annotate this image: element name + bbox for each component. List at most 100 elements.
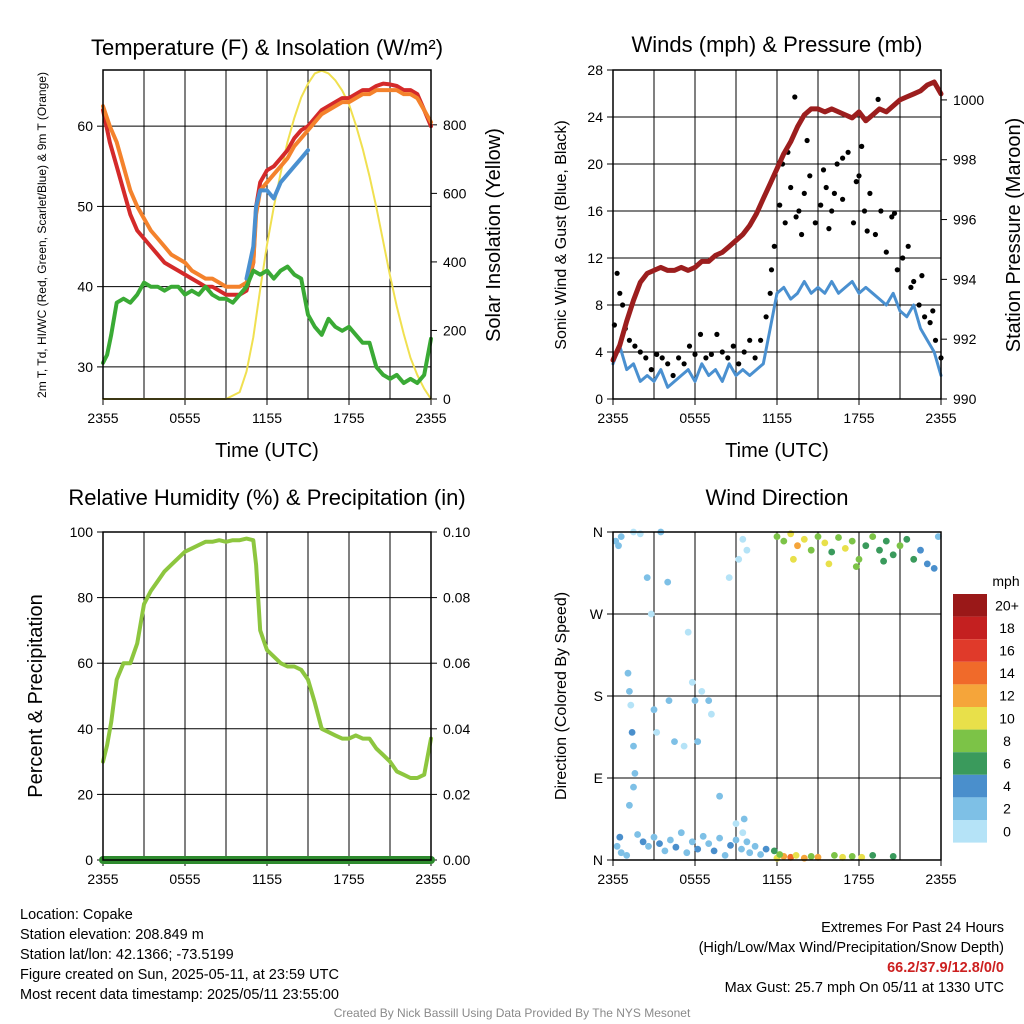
y2-tick-label: 0.08	[443, 590, 470, 606]
gust-point	[719, 349, 725, 355]
gust-point	[823, 184, 829, 191]
gust-point	[840, 196, 846, 202]
wind-direction-point	[626, 688, 633, 695]
gust-point	[708, 351, 715, 357]
y2-tick-label: 0.02	[443, 786, 470, 802]
wind-direction-point	[667, 836, 674, 844]
wind-direction-point	[672, 843, 680, 851]
wind-direction-point	[831, 852, 838, 859]
wind-direction-point	[807, 546, 815, 554]
gust-point	[654, 351, 660, 357]
x-tick-label: 1155	[762, 871, 792, 887]
gust-point	[637, 349, 643, 355]
wind-direction-point	[880, 557, 887, 565]
gust-point	[659, 355, 665, 361]
y-tick-label: 50	[77, 198, 93, 214]
y-tick-label: S	[594, 688, 603, 704]
chart-panel-2: Winds (mph) & Pressure (mb) 0 4 8 12 16 20 24 28…	[553, 32, 1024, 462]
gust-point	[818, 202, 824, 208]
wind-direction-point	[852, 563, 860, 570]
gust-point	[845, 149, 851, 155]
y-axis-label: 2m T, Td, HI/WC (Red, Green, Scarlet/Blu…	[35, 72, 49, 398]
gust-point	[922, 314, 928, 320]
x-axis-label: Time (UTC)	[725, 440, 829, 462]
series-line-station-pressure	[610, 79, 944, 363]
wind-direction-point	[869, 533, 877, 540]
y-tick-label: 80	[77, 590, 93, 606]
wind-direction-point	[903, 535, 911, 543]
x-tick-label: 1155	[762, 410, 792, 426]
x-tick-label: 1755	[843, 871, 874, 887]
wind-direction-point	[862, 542, 870, 550]
wind-direction-point	[643, 574, 651, 581]
gust-point	[840, 155, 846, 161]
gust-point	[883, 249, 889, 255]
gust-point	[801, 190, 807, 196]
colorbar-swatch	[953, 684, 987, 707]
wind-direction-point	[645, 842, 652, 850]
wind-direction-point	[814, 533, 822, 540]
wind-direction-point	[680, 742, 688, 750]
wind-direction-point	[792, 852, 800, 859]
station-elevation: Station elevation: 208.849 m	[20, 927, 204, 943]
gust-point	[905, 243, 911, 249]
gust-point	[793, 214, 799, 220]
series-line-sonic-wind	[611, 280, 943, 389]
wind-direction-point	[773, 533, 781, 540]
y2-tick-label: 0	[443, 391, 451, 407]
gust-point	[763, 314, 769, 320]
colorbar-label: 20+	[995, 597, 1019, 613]
chart-title: Wind Direction	[705, 485, 848, 510]
wind-direction-point	[716, 792, 723, 800]
wind-direction-point	[739, 535, 747, 543]
x-tick-label: 1155	[252, 871, 282, 887]
gust-point	[872, 231, 879, 238]
x-tick-label: 0555	[169, 410, 200, 426]
y-tick-label: 30	[77, 359, 93, 375]
colorbar-swatch	[953, 707, 987, 730]
plot-frame	[102, 531, 432, 861]
wind-direction-point	[855, 555, 863, 563]
gust-point	[643, 355, 649, 361]
y-tick-label: 60	[77, 655, 93, 671]
colorbar-label: 12	[999, 688, 1015, 704]
colorbar-swatch	[953, 820, 987, 843]
x-tick-label: 1755	[333, 410, 364, 426]
x-tick-label: 1755	[843, 410, 874, 426]
y-tick-label: 40	[77, 279, 93, 295]
gust-point	[864, 228, 870, 234]
gust-point	[703, 355, 709, 361]
chart-title: Winds (mph) & Pressure (mb)	[632, 32, 923, 57]
wind-direction-point	[716, 834, 723, 842]
extremes-subtitle: (High/Low/Max Wind/Precipitation/Snow De…	[698, 940, 1004, 956]
wind-direction-point	[694, 845, 702, 853]
y2-axis-label: Solar Insolation (Yellow)	[483, 128, 505, 342]
plot-frame	[612, 69, 942, 400]
gust-point	[850, 220, 857, 226]
y2-tick-label: 600	[443, 185, 467, 201]
gust-point	[617, 290, 623, 296]
y2-tick-label: 800	[443, 117, 467, 133]
y-tick-label: 4	[595, 344, 603, 360]
gust-point	[804, 137, 810, 144]
extremes-title: Extremes For Past 24 Hours	[821, 920, 1004, 936]
wind-direction-point	[839, 853, 846, 861]
x-tick-label: 1755	[333, 871, 364, 887]
gust-point	[758, 337, 764, 343]
gust-point	[796, 208, 802, 214]
y-tick-label: N	[593, 524, 603, 540]
wind-direction-point	[623, 852, 631, 859]
y-axis-label: Sonic Wind & Gust (Blue, Black)	[553, 120, 570, 349]
colorbar-unit: mph	[992, 573, 1019, 589]
station-location: Location: Copake	[20, 907, 133, 923]
y-tick-label: W	[590, 606, 604, 622]
x-tick-label: 2355	[87, 871, 118, 887]
speed-colorbar: mph 20+ 18 16 14 12 10 8 6 4 2 0	[953, 573, 1020, 843]
plot-frame	[612, 531, 942, 861]
gust-point	[777, 202, 783, 208]
y-tick-label: E	[594, 770, 603, 786]
wind-direction-point	[825, 560, 833, 568]
colorbar-label: 4	[1003, 778, 1011, 794]
series-line-2m-td	[101, 264, 433, 385]
wind-direction-point	[631, 770, 639, 777]
